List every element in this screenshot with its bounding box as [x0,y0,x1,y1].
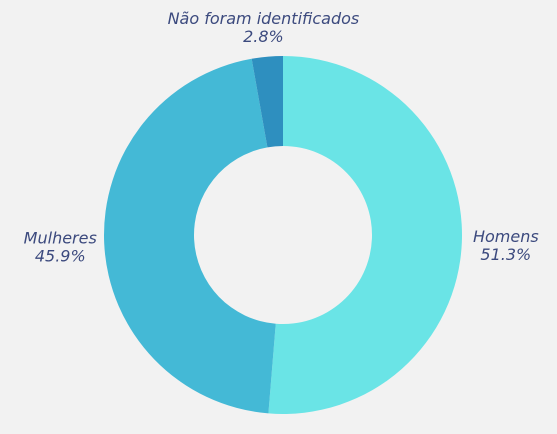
donut-slices [104,56,463,415]
donut-slice [251,56,283,148]
donut-slice [104,58,276,414]
donut-slice [268,56,463,415]
slice-value-label: 2.8% [243,27,284,46]
slice-category-label: Homens [473,227,539,246]
slice-category-label: Mulheres [24,229,97,248]
slice-label: Não foram identificados 2.8% [168,9,360,46]
slice-value-label: 51.3% [480,245,531,264]
slice-label: Homens 51.3% [473,227,539,264]
slice-labels: Homens 51.3% Mulheres 45.9% Não foram identi… [24,9,539,266]
slice-label: Mulheres 45.9% [24,229,97,266]
slice-category-label: Não foram identificados [168,9,360,28]
slice-value-label: 45.9% [35,247,86,266]
